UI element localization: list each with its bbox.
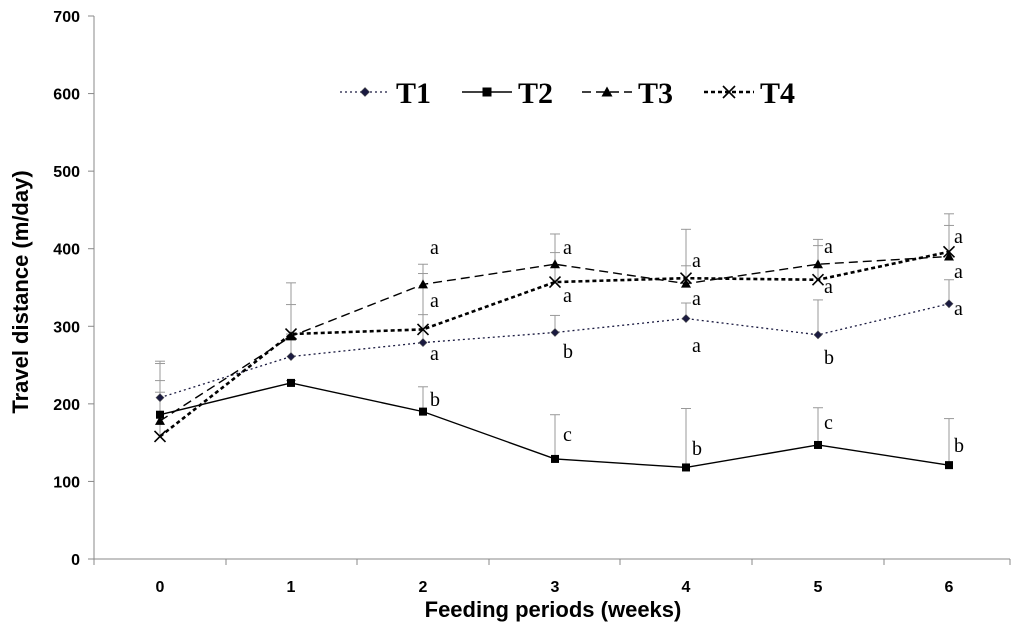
legend: T1 T2 T3 T4 xyxy=(340,77,795,110)
sig-letter-t3: a xyxy=(430,237,439,259)
sig-letter-t2: b xyxy=(954,435,964,457)
legend-marker-t3 xyxy=(601,86,613,97)
sig-letter-t3: a xyxy=(563,237,572,259)
x-tick-label: 3 xyxy=(551,579,560,596)
legend-label-t1: T1 xyxy=(396,77,431,110)
y-tick-label: 700 xyxy=(53,9,80,26)
x-tick-label: 6 xyxy=(945,579,954,596)
x-tick-label: 0 xyxy=(156,579,165,596)
point-t3 xyxy=(418,279,428,289)
x-marker-stroke xyxy=(416,323,430,336)
point-t3 xyxy=(155,415,165,425)
point-t2 xyxy=(945,461,953,470)
x-tick-label: 4 xyxy=(682,579,691,596)
point-t4 xyxy=(416,323,430,336)
point-t4 xyxy=(548,276,562,289)
sig-letter-t1: b xyxy=(563,341,573,363)
y-tick-label: 300 xyxy=(53,319,80,336)
legend-label-t4: T4 xyxy=(760,77,795,110)
point-t1 xyxy=(813,330,823,340)
legend-marker-t4 xyxy=(722,85,736,99)
point-t2 xyxy=(419,407,427,416)
sig-letter-t4: a xyxy=(824,276,833,298)
point-t4 xyxy=(153,430,167,443)
point-t1 xyxy=(155,393,165,403)
point-t4 xyxy=(942,245,956,258)
sig-letter-t2: c xyxy=(824,412,833,434)
sig-letter-t4: a xyxy=(430,290,439,312)
tick-labels: 0 100 200 300 400 500 600 700 0 1 2 3 4 5 6 xyxy=(53,9,953,596)
point-t4 xyxy=(811,273,825,286)
sig-letter-t1: a xyxy=(692,335,701,357)
sig-letter-t2: c xyxy=(563,424,572,446)
sig-letter-t1: a xyxy=(430,343,439,365)
point-t1 xyxy=(944,299,954,309)
x-marker-stroke xyxy=(679,272,693,285)
sig-letter-t2: b xyxy=(692,438,702,460)
sig-letter-t4: a xyxy=(692,288,701,310)
legend-marker-t2 xyxy=(482,87,492,97)
axes xyxy=(88,15,1011,565)
sig-letter-t4: a xyxy=(954,261,963,283)
point-t4 xyxy=(284,327,298,341)
x-marker-stroke xyxy=(284,327,298,341)
sig-letter-t1: b xyxy=(824,347,834,369)
x-marker-stroke xyxy=(548,276,562,289)
point-t3 xyxy=(550,259,560,269)
point-t1 xyxy=(681,314,691,323)
y-axis-title: Travel distance (m/day) xyxy=(8,170,33,413)
sig-letter-t4: a xyxy=(563,285,572,307)
sig-letter-t3: a xyxy=(692,250,701,272)
point-t2 xyxy=(551,454,559,463)
legend-marker-t1 xyxy=(360,87,370,97)
x-axis-title: Feeding periods (weeks) xyxy=(425,597,682,622)
point-t3 xyxy=(813,259,823,269)
x-tick-label: 2 xyxy=(419,579,428,596)
point-t2 xyxy=(156,410,164,419)
sig-letter-t2: b xyxy=(430,389,440,411)
point-t1 xyxy=(418,338,428,347)
x-marker-stroke xyxy=(811,273,825,286)
x-marker-stroke xyxy=(722,85,736,99)
point-t2 xyxy=(682,463,690,472)
point-t3 xyxy=(944,251,954,261)
point-t4 xyxy=(679,272,693,285)
point-t1 xyxy=(550,328,560,337)
y-tick-label: 600 xyxy=(53,87,80,104)
y-tick-label: 0 xyxy=(71,552,80,569)
sig-letter-t1: a xyxy=(954,298,963,320)
sig-letter-t3: a xyxy=(954,226,963,248)
y-tick-label: 500 xyxy=(53,164,80,181)
y-tick-label: 100 xyxy=(53,474,80,491)
legend-label-t2: T2 xyxy=(518,77,553,110)
point-t2 xyxy=(814,440,822,449)
point-t2 xyxy=(287,378,295,387)
x-marker-stroke xyxy=(153,430,167,443)
y-tick-label: 400 xyxy=(53,242,80,259)
series-markers xyxy=(153,245,956,472)
point-t3 xyxy=(286,331,296,341)
x-tick-label: 1 xyxy=(287,579,296,596)
y-tick-label: 200 xyxy=(53,397,80,414)
legend-label-t3: T3 xyxy=(638,77,673,110)
sig-letter-t3: a xyxy=(824,236,833,258)
error-bars xyxy=(155,213,954,468)
point-t3 xyxy=(681,278,691,288)
x-marker-stroke xyxy=(942,245,956,258)
point-t1 xyxy=(286,352,296,361)
x-tick-label: 5 xyxy=(814,579,823,596)
